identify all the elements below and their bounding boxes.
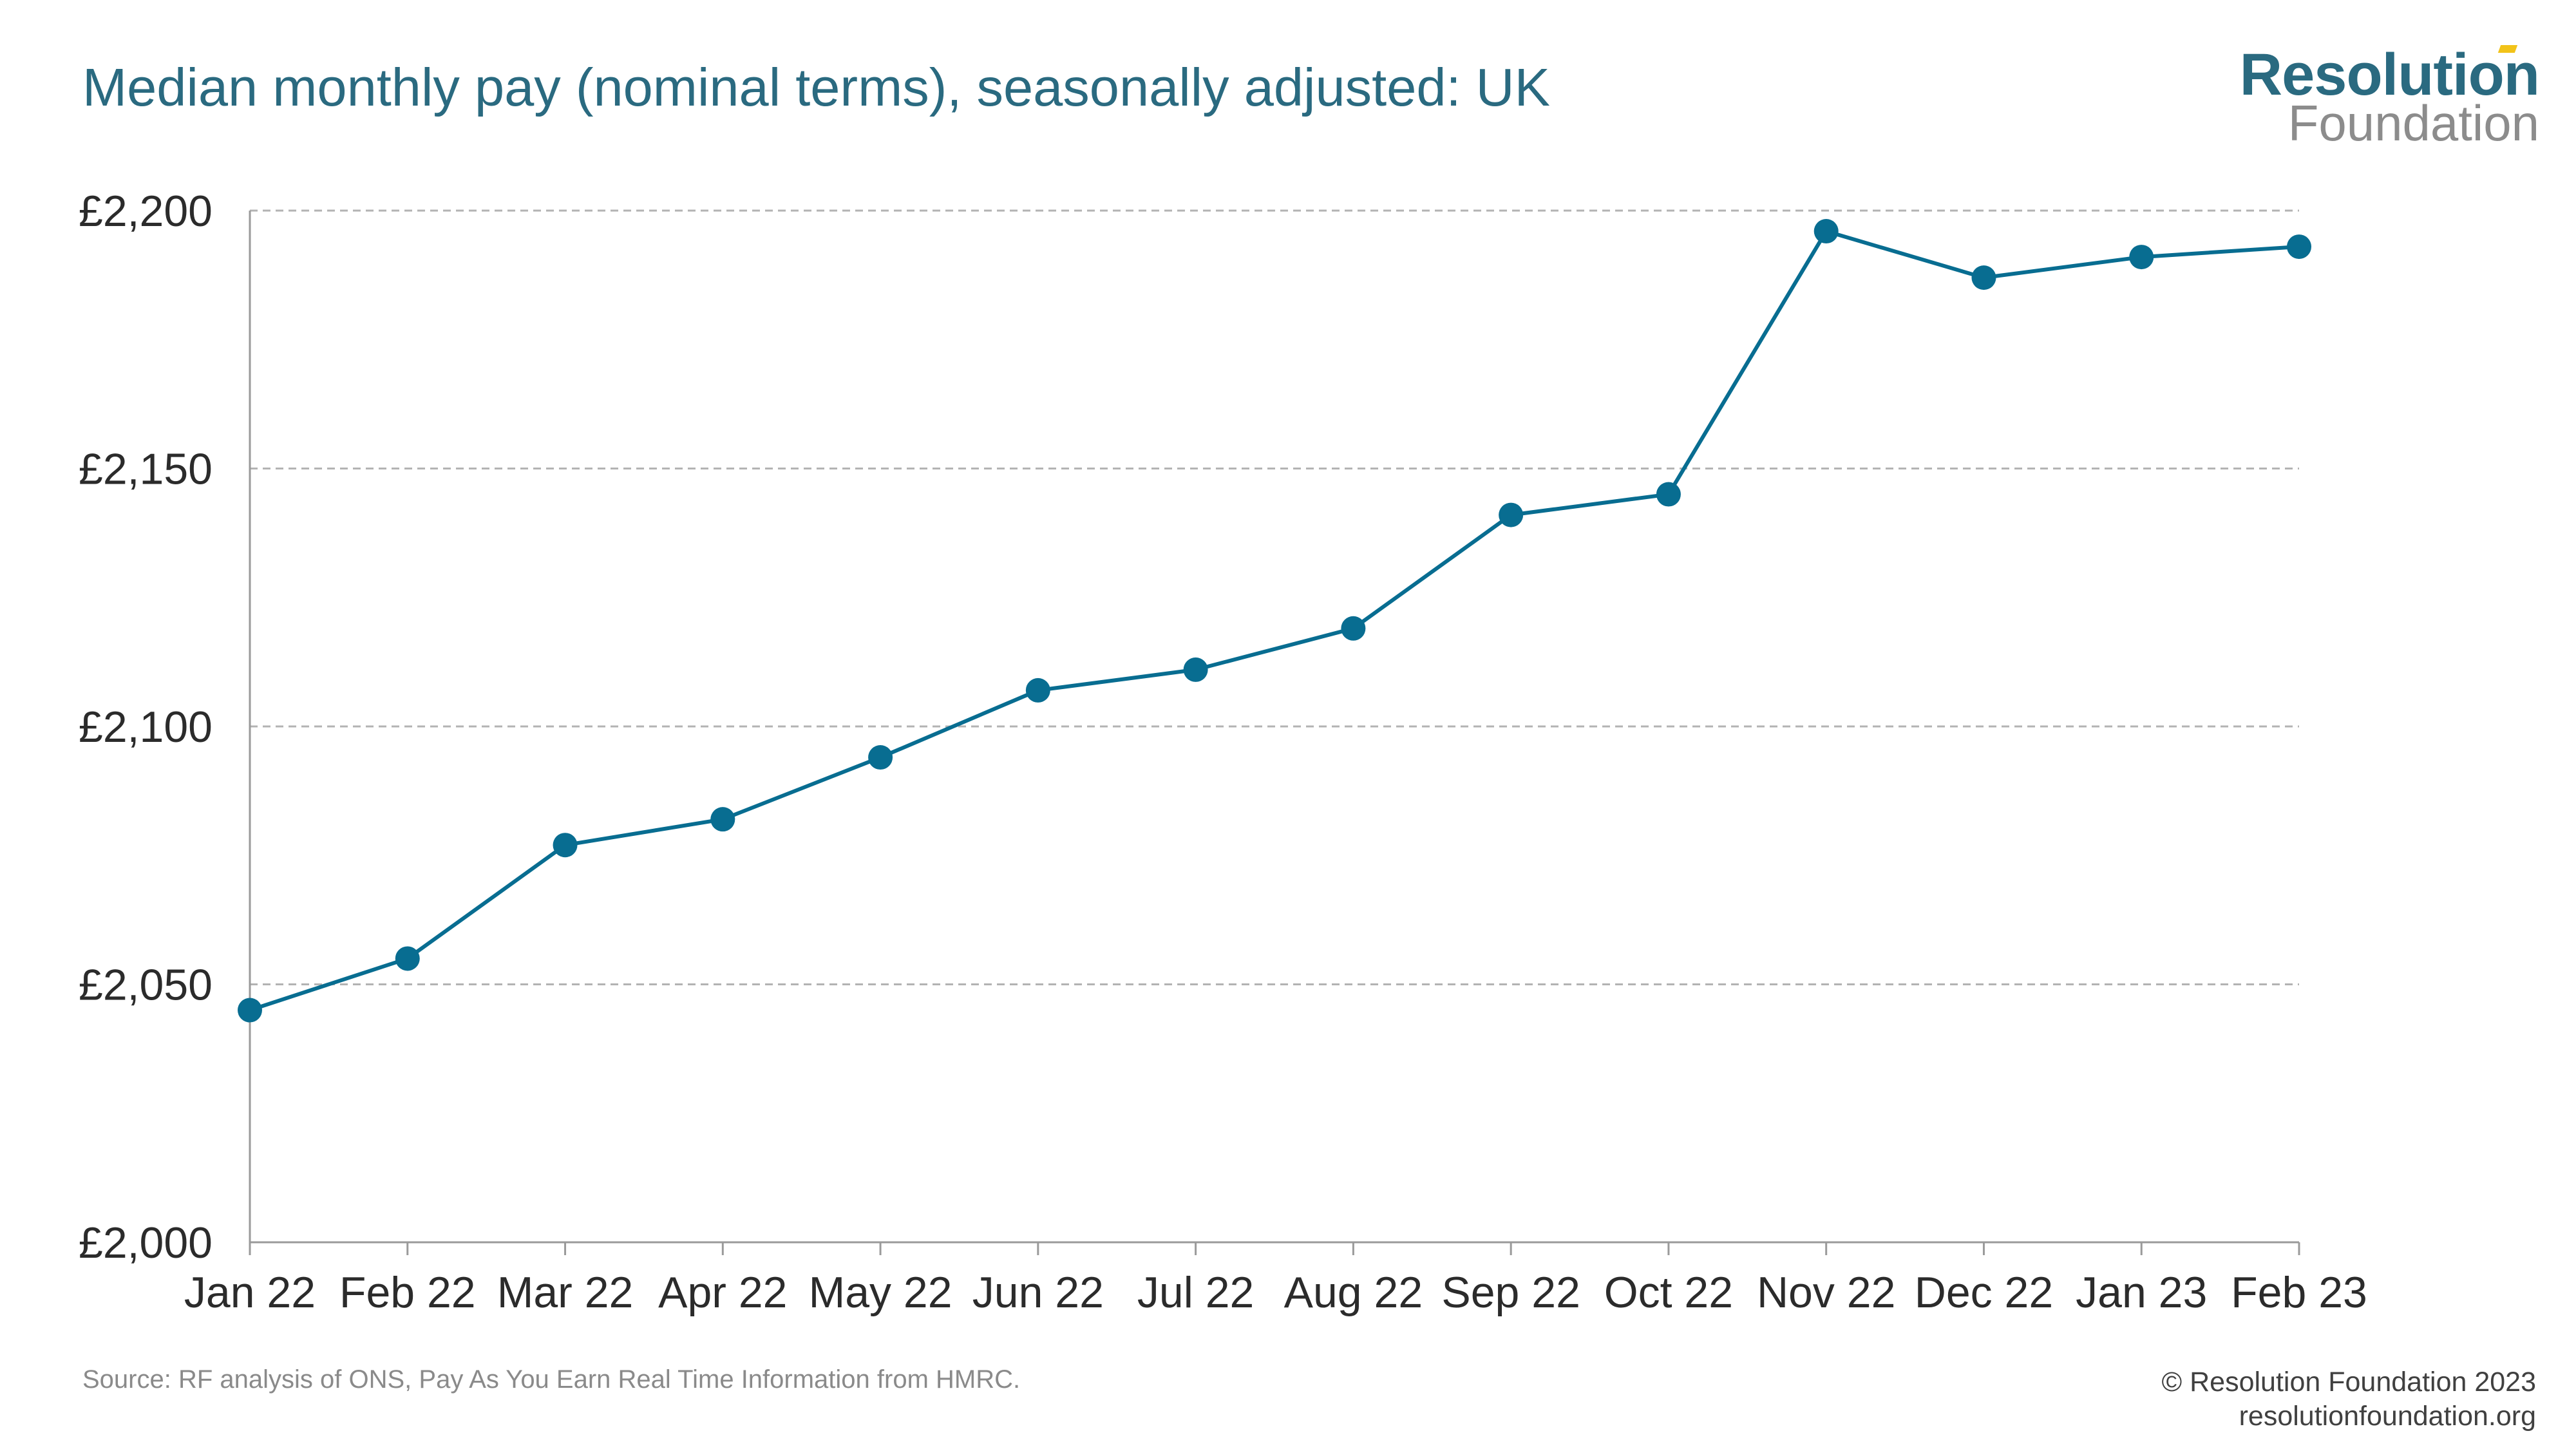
data-point: [1183, 657, 1208, 682]
data-point: [395, 946, 420, 971]
x-tick-label: Sep 22: [1441, 1268, 1580, 1317]
website-url: resolutionfoundation.org: [2239, 1401, 2536, 1432]
data-point: [238, 998, 262, 1023]
x-tick-label: Oct 22: [1604, 1268, 1733, 1317]
x-tick-label: May 22: [809, 1268, 952, 1317]
resolution-foundation-logo: Resolution Foundation: [2204, 41, 2540, 151]
x-tick-label: Jan 23: [2076, 1268, 2207, 1317]
data-point: [1656, 482, 1681, 507]
data-point: [553, 833, 578, 858]
x-tick-label: Jan 22: [184, 1268, 316, 1317]
logo-wordmark-top: Resolution: [2239, 42, 2540, 108]
y-tick-label: £2,100: [79, 703, 213, 752]
y-tick-label: £2,000: [79, 1218, 213, 1267]
data-point: [1025, 677, 1050, 703]
x-tick-label: Apr 22: [658, 1268, 787, 1317]
x-tick-label: Mar 22: [497, 1268, 634, 1317]
y-tick-label: £2,050: [79, 961, 213, 1010]
data-point: [2287, 234, 2311, 260]
data-point: [1971, 265, 1996, 290]
x-tick-label: Aug 22: [1284, 1268, 1423, 1317]
y-tick-label: £2,150: [79, 445, 213, 494]
y-tick-label: £2,200: [79, 187, 213, 236]
data-point: [1814, 219, 1839, 244]
data-point: [868, 745, 893, 770]
data-point: [1499, 502, 1524, 527]
series-line: [249, 229, 2300, 1012]
data-point: [2129, 245, 2154, 270]
x-tick-label: Dec 22: [1915, 1268, 2053, 1317]
x-tick-label: Feb 23: [2231, 1268, 2367, 1317]
copyright: © Resolution Foundation 2023 resolutionf…: [2161, 1365, 2536, 1434]
logo-wordmark-bottom: Foundation: [2287, 95, 2539, 151]
x-tick-label: Jun 22: [972, 1268, 1104, 1317]
x-tick-label: Jul 22: [1137, 1268, 1254, 1317]
data-point: [1341, 616, 1366, 641]
x-tick-label: Nov 22: [1757, 1268, 1895, 1317]
data-point: [710, 807, 735, 832]
copyright-line: © Resolution Foundation 2023: [2161, 1367, 2536, 1397]
chart-title: Median monthly pay (nominal terms), seas…: [82, 57, 1550, 117]
x-tick-label: Feb 22: [339, 1268, 476, 1317]
source-note: Source: RF analysis of ONS, Pay As You E…: [82, 1365, 1021, 1394]
